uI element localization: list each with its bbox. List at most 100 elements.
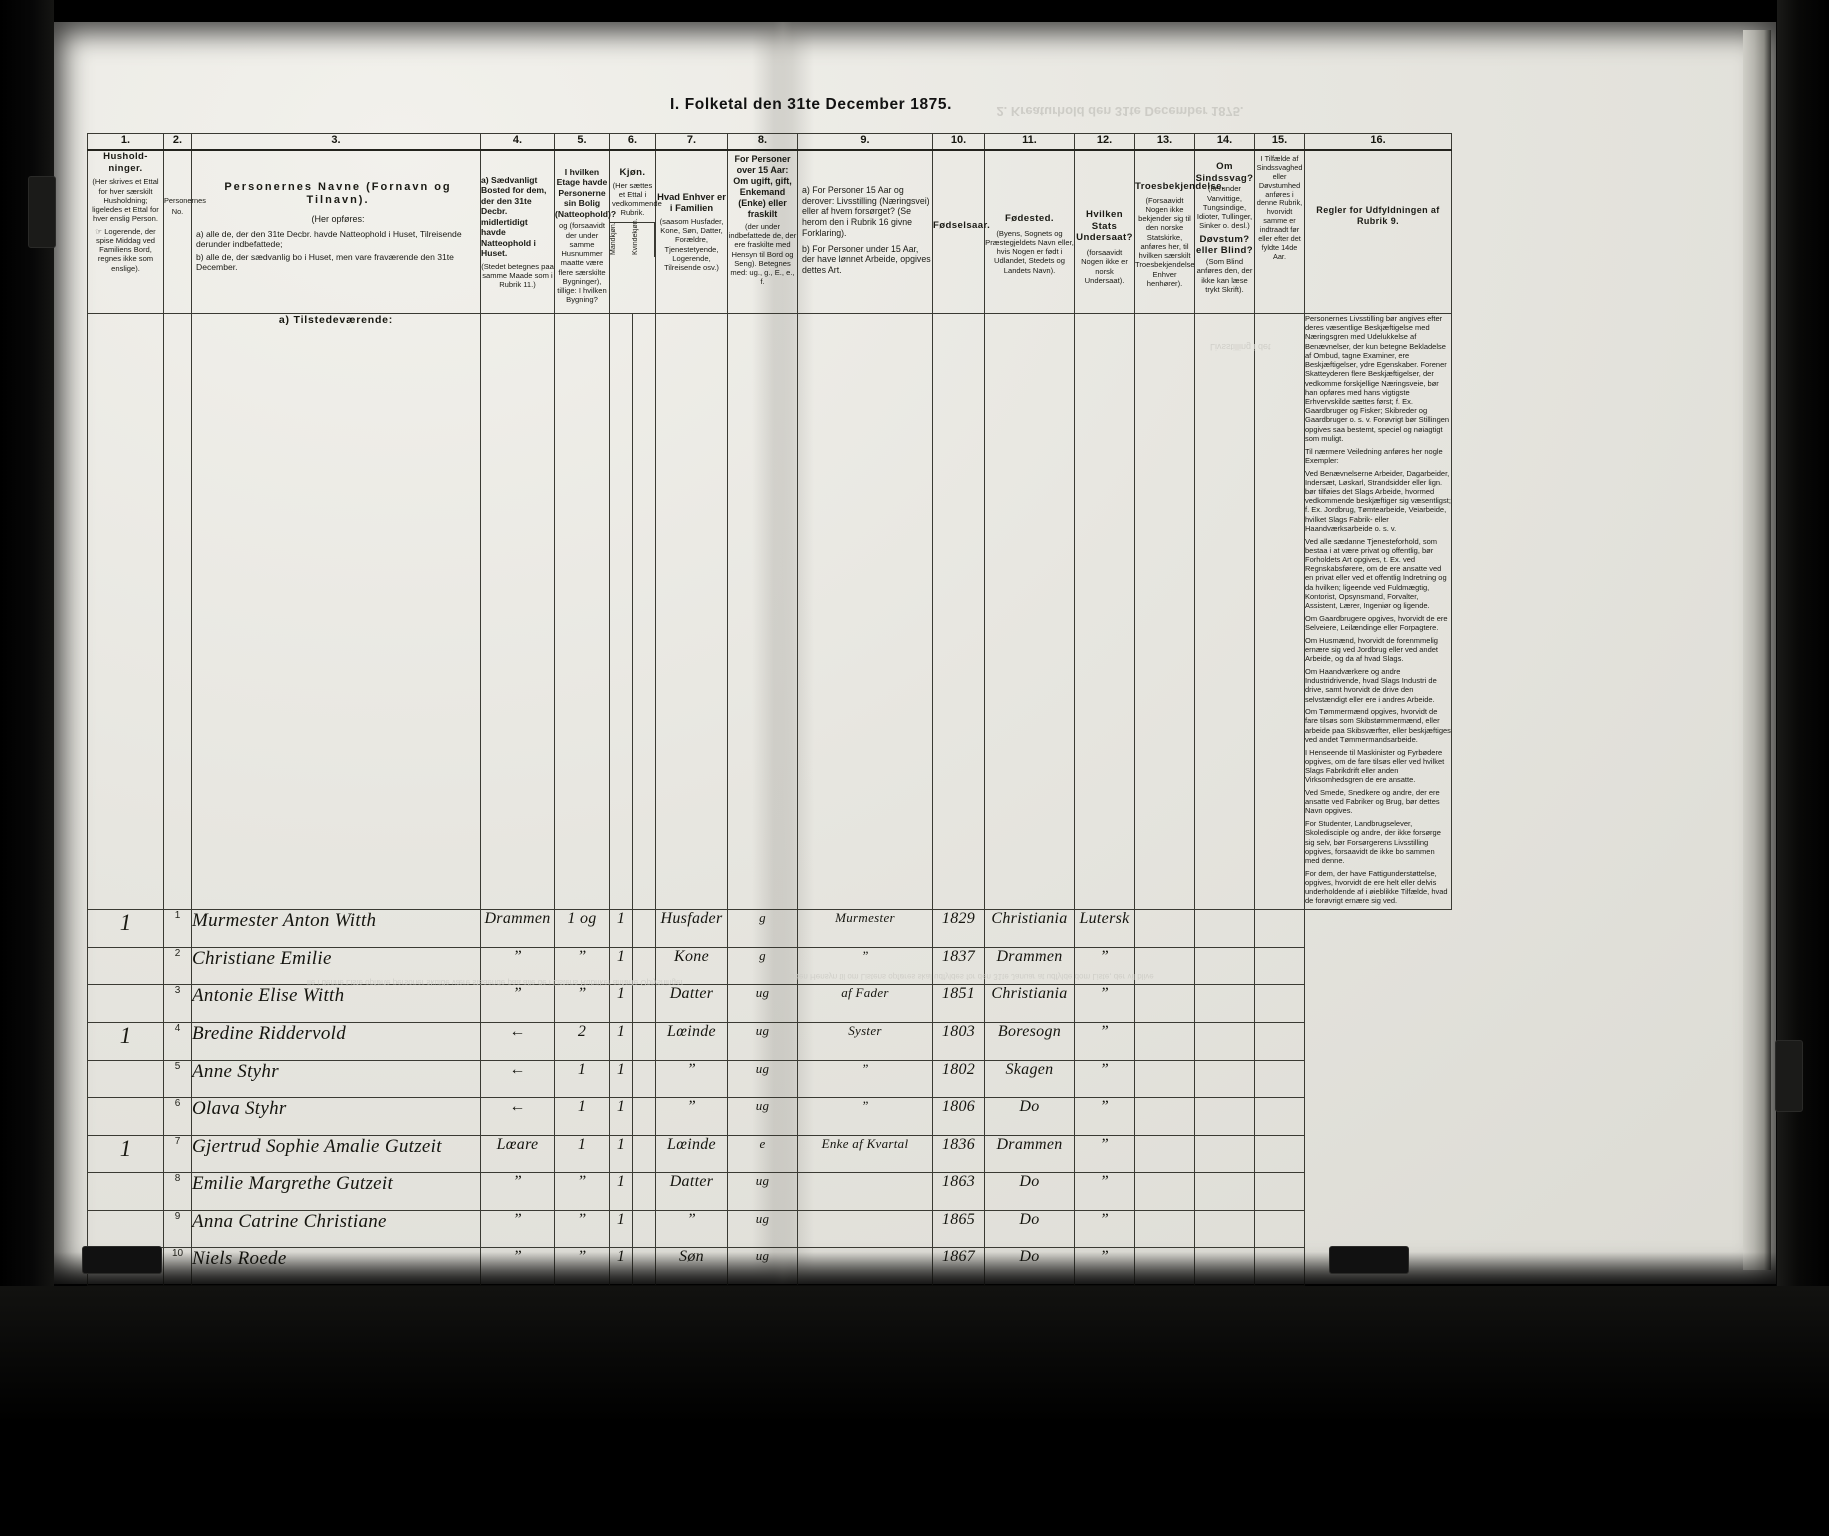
sex-male-cell: 1 bbox=[609, 1097, 633, 1136]
header-birth-year: Fødselsaar. bbox=[932, 149, 990, 314]
citizenship-cell: Lutersk bbox=[1074, 909, 1135, 948]
usual-residence-cell: Drammen bbox=[480, 909, 555, 948]
birth-year-cell: 1865 bbox=[932, 1209, 985, 1249]
person-number-cell: 8 bbox=[163, 1172, 192, 1211]
citizenship-cell: ” bbox=[1074, 1134, 1135, 1174]
sex-female-cell bbox=[632, 1059, 656, 1099]
birth-year-cell: 1803 bbox=[932, 1021, 985, 1061]
header-6-subsplit: Mandkjøn. Kvindekjøn. bbox=[610, 218, 655, 257]
birthplace-cell: Christiania bbox=[984, 984, 1075, 1023]
household-count-cell bbox=[87, 1209, 164, 1249]
colnum-2: 2. bbox=[163, 133, 192, 151]
colnum-16: 16. bbox=[1304, 133, 1452, 151]
section-present-label: a) Tilstedeværende: bbox=[191, 312, 481, 911]
citizenship-cell: ” bbox=[1074, 946, 1135, 986]
religion-cell bbox=[1134, 909, 1195, 948]
header-14-title: Om Sindssvag? bbox=[1195, 161, 1254, 184]
floor-cell: ” bbox=[554, 946, 610, 986]
page-title: I. Folketal den 31te December 1875. bbox=[669, 96, 953, 113]
onset-age-cell bbox=[1254, 909, 1305, 948]
household-count-cell: 1 bbox=[87, 1134, 164, 1174]
birth-year-cell: 1851 bbox=[932, 984, 985, 1023]
header-7-title: Hvad Enhver er i Familien bbox=[657, 191, 726, 214]
family-role-cell: Lœinde bbox=[655, 1134, 728, 1174]
table-row: 3 Antonie Elise Witth”” 1 Datter ug af Fader 1… bbox=[87, 984, 1452, 1023]
header-14-body: (herunder Vanvittige, Tungsindige, Idiot… bbox=[1196, 184, 1253, 231]
colnum-14: 14. bbox=[1194, 133, 1255, 151]
s10 bbox=[932, 312, 985, 911]
disability-cell bbox=[1194, 909, 1255, 948]
marital-status-cell: g bbox=[727, 946, 798, 986]
usual-residence-cell: ← bbox=[480, 1059, 555, 1099]
onset-age-cell bbox=[1254, 1097, 1305, 1136]
religion-cell bbox=[1134, 1172, 1195, 1211]
family-role-cell: Lœinde bbox=[655, 1021, 728, 1061]
header-13-title: Troesbekjendelse. bbox=[1135, 181, 1225, 192]
onset-age-cell bbox=[1254, 946, 1305, 986]
person-number-cell: 9 bbox=[163, 1209, 192, 1249]
header-15-title: I Tilfælde af Sindssvaghed eller Døvstum… bbox=[1256, 154, 1303, 261]
header-onset-age: I Tilfælde af Sindssvaghed eller Døvstum… bbox=[1254, 149, 1305, 314]
colnum-6: 6. bbox=[609, 133, 656, 151]
photo-top-band bbox=[0, 0, 1829, 22]
person-name-cell: Olava Styhr bbox=[191, 1097, 481, 1136]
colnum-3: 3. bbox=[191, 133, 481, 151]
colnum-1: 1. bbox=[87, 133, 164, 151]
colnum-4: 4. bbox=[480, 133, 555, 151]
marital-status-cell: ug bbox=[727, 1172, 798, 1211]
header-8-body: (der under indbefattede de, der ere fras… bbox=[728, 221, 797, 287]
family-role-cell: Husfader bbox=[655, 909, 728, 948]
header-2-title: Personernes No. bbox=[164, 196, 206, 217]
photo-left-edge bbox=[0, 0, 54, 1536]
sex-male-cell: 1 bbox=[609, 909, 633, 948]
page-edge-stack bbox=[1743, 30, 1771, 1270]
table-row: 2 Christiane Emilie”” 1 Kone g” 1837 Drammen” bbox=[87, 946, 1452, 986]
birthplace-cell: Drammen bbox=[984, 1134, 1075, 1174]
marital-status-cell: ug bbox=[727, 984, 798, 1023]
floor-cell: 1 og bbox=[554, 909, 610, 948]
religion-cell bbox=[1134, 946, 1195, 986]
s15 bbox=[1254, 312, 1305, 911]
citizenship-cell: ” bbox=[1074, 1059, 1135, 1099]
citizenship-cell: ” bbox=[1074, 1097, 1135, 1136]
s13 bbox=[1134, 312, 1195, 911]
person-number-cell: 7 bbox=[163, 1134, 192, 1174]
family-role-cell: ” bbox=[655, 1097, 728, 1136]
header-4-body: (Stedet betegnes paa samme Maade som i R… bbox=[481, 261, 554, 290]
spacer-hh bbox=[87, 312, 164, 911]
section-present-row: a) Tilstedeværende: Personernes Livsstil… bbox=[87, 312, 1452, 911]
s12 bbox=[1074, 312, 1135, 911]
household-count-cell: 1 bbox=[87, 1021, 164, 1061]
instr-p12: For dem, der have Fattigunderstøttelse, … bbox=[1305, 868, 1448, 906]
person-name-cell: Murmester Anton Witth bbox=[191, 909, 481, 948]
header-1-body: (Her skrives et Ettal for hver særskilt … bbox=[92, 177, 159, 224]
header-religion: Troesbekjendelse. (Forsaavidt Nogen ikke… bbox=[1134, 149, 1225, 314]
instr-p2: Til nærmere Veiledning anføres her nogle… bbox=[1305, 446, 1443, 465]
usual-residence-cell: ” bbox=[480, 1172, 555, 1211]
religion-cell bbox=[1134, 984, 1195, 1023]
birthplace-cell: Do bbox=[984, 1209, 1075, 1249]
sex-male-cell: 1 bbox=[609, 1172, 633, 1211]
colnum-11: 11. bbox=[984, 133, 1075, 151]
s7 bbox=[655, 312, 728, 911]
header-3-body: (Her opføres: bbox=[311, 213, 365, 224]
sex-female-cell bbox=[632, 1172, 656, 1211]
sex-female-cell bbox=[632, 946, 656, 986]
birth-year-cell: 1806 bbox=[932, 1097, 985, 1136]
family-role-cell: ” bbox=[655, 1059, 728, 1099]
photo-right-edge bbox=[1777, 0, 1829, 1536]
onset-age-cell bbox=[1254, 1134, 1305, 1174]
onset-age-cell bbox=[1254, 1059, 1305, 1099]
floor-cell: 1 bbox=[554, 1059, 610, 1099]
person-name-cell: Emilie Margrethe Gutzeit bbox=[191, 1172, 481, 1211]
sex-male-cell: 1 bbox=[609, 1209, 633, 1249]
header-rules: Regler for Udfyldningen af Rubrik 9. bbox=[1304, 149, 1452, 314]
instr-p8: Om Tømmermænd opgives, hvorvidt de fare … bbox=[1305, 707, 1451, 744]
person-name-cell: Gjertrud Sophie Amalie Gutzeit bbox=[191, 1134, 481, 1174]
usual-residence-cell: ” bbox=[480, 984, 555, 1023]
usual-residence-cell: ” bbox=[480, 946, 555, 986]
table-row: 1 1 Murmester Anton Witth Drammen 1 og 1 Husfa… bbox=[87, 909, 1452, 948]
colnum-10: 10. bbox=[932, 133, 985, 151]
header-6-male: Mandkjøn. bbox=[610, 222, 617, 255]
person-number-cell: 4 bbox=[163, 1021, 192, 1061]
